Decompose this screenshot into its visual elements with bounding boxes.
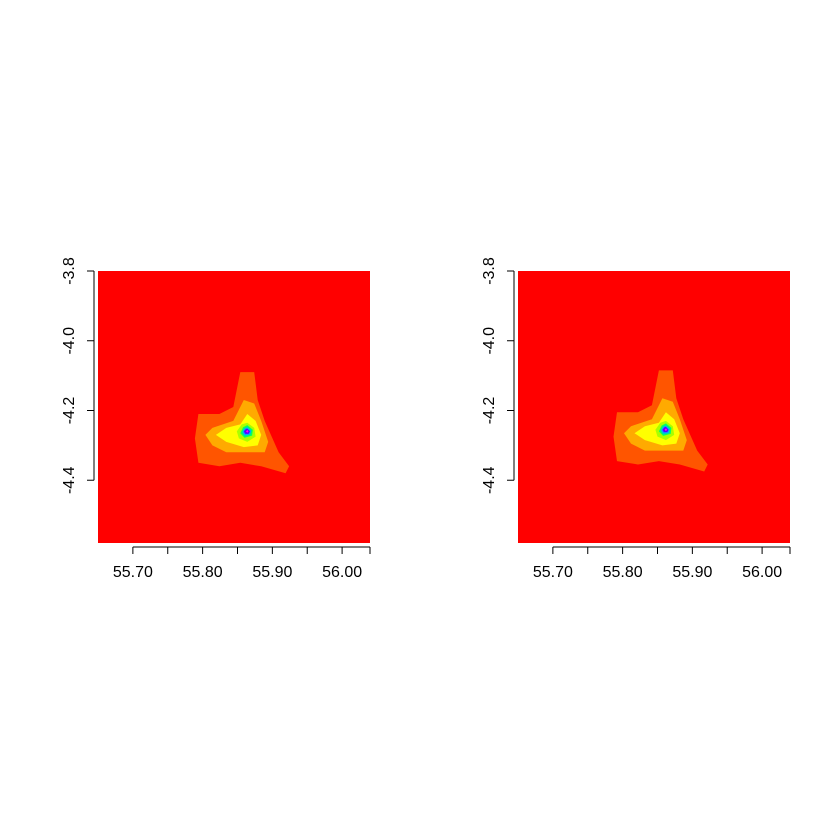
- y-tick-label: -4.4: [481, 466, 498, 494]
- y-tick-label: -4.0: [61, 327, 78, 355]
- y-tick-label: -3.8: [61, 257, 78, 285]
- x-tick-label: 56.00: [742, 564, 782, 581]
- x-tick-label: 55.90: [672, 564, 712, 581]
- x-tick-label: 55.70: [113, 564, 153, 581]
- y-tick-label: -4.2: [481, 397, 498, 425]
- density-contour-level-8: [664, 428, 668, 432]
- heatmap-panel-left: 55.70 55.80 55.90 56.00 -3.8 -4.0 -4.2 -4.4: [61, 257, 371, 581]
- heatmap-panel-right: 55.70 55.80 55.90 56.00 -3.8 -4.0 -4.2 -4.4: [481, 257, 791, 581]
- y-tick-label: -4.4: [61, 466, 78, 494]
- y-tick-label: -4.2: [61, 397, 78, 425]
- x-tick-label: 55.70: [533, 564, 573, 581]
- y-tick-label: -3.8: [481, 257, 498, 285]
- x-tick-label: 55.80: [183, 564, 223, 581]
- density-contour-level-8: [245, 430, 249, 433]
- x-tick-label: 56.00: [322, 564, 362, 581]
- y-tick-label: -4.0: [481, 327, 498, 355]
- x-tick-label: 55.90: [252, 564, 292, 581]
- x-tick-label: 55.80: [603, 564, 643, 581]
